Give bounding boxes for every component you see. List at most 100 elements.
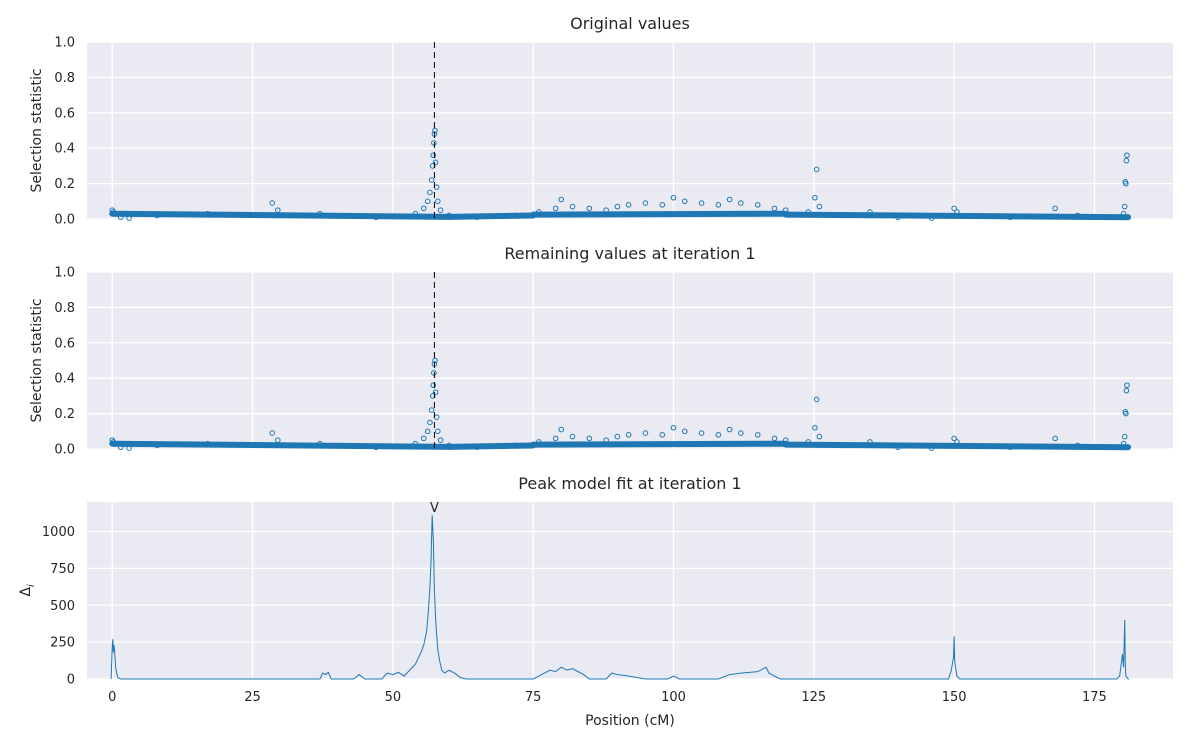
y-tick-labels: 0 250 500 750 1000 xyxy=(42,525,75,688)
data-point xyxy=(715,202,722,208)
y-tick-label: 0.4 xyxy=(54,372,75,387)
data-point xyxy=(432,127,438,134)
data-point xyxy=(432,357,438,364)
y-axis-label: Selection statistic xyxy=(29,298,45,422)
data-point xyxy=(437,437,444,443)
data-point xyxy=(928,445,935,451)
chart-title: Peak model fit at iteration 1 xyxy=(518,474,741,493)
data-point xyxy=(1121,433,1128,440)
data-point xyxy=(816,433,823,440)
data-point xyxy=(154,442,160,449)
y-tick-label: 1.0 xyxy=(54,36,75,51)
data-point xyxy=(569,203,576,210)
x-tick-label: 175 xyxy=(1082,690,1107,705)
data-point xyxy=(427,189,433,196)
data-point xyxy=(698,430,705,436)
y-tick-label: 0 xyxy=(67,673,75,688)
data-point xyxy=(317,440,323,447)
data-point xyxy=(839,442,845,449)
data-point xyxy=(642,430,649,436)
data-point xyxy=(431,370,437,376)
plot-area xyxy=(87,272,1173,449)
data-point xyxy=(726,426,733,433)
data-point xyxy=(1124,382,1130,389)
data-point xyxy=(420,435,427,442)
data-point xyxy=(432,389,439,396)
plot-area xyxy=(87,502,1173,679)
data-point xyxy=(670,424,677,431)
data-point xyxy=(401,443,407,450)
data-point xyxy=(1108,444,1115,451)
chart-title: Original values xyxy=(570,14,690,33)
data-point xyxy=(603,437,609,443)
data-point xyxy=(895,444,901,451)
data-point xyxy=(558,196,565,203)
data-point xyxy=(434,198,441,205)
data-point xyxy=(812,194,818,201)
data-point xyxy=(535,439,542,445)
data-point xyxy=(474,214,480,221)
data-point xyxy=(269,430,276,436)
data-point xyxy=(446,442,452,449)
data-point xyxy=(429,393,436,399)
data-point xyxy=(754,432,761,438)
data-point xyxy=(867,209,873,215)
x-axis-label: Position (cM) xyxy=(585,713,675,729)
data-point xyxy=(816,203,823,210)
data-point xyxy=(204,210,211,217)
data-points xyxy=(109,357,1132,451)
y-tick-label: 0.0 xyxy=(54,213,75,228)
y-axis-label: Selection statistic xyxy=(29,68,45,192)
dense-baseline-points xyxy=(446,212,537,220)
x-tick-label: 75 xyxy=(525,690,542,705)
data-point xyxy=(1120,440,1127,447)
data-point xyxy=(738,200,744,206)
data-point xyxy=(681,428,688,435)
data-point xyxy=(813,166,820,173)
data-point xyxy=(586,205,593,212)
y-axis-label-subscript: i xyxy=(26,584,37,587)
data-point xyxy=(535,209,542,215)
data-point xyxy=(782,437,789,443)
y-tick-label: 0.8 xyxy=(54,301,75,316)
dense-baseline-points xyxy=(109,440,452,450)
data-point xyxy=(431,140,437,146)
dense-baseline-points xyxy=(530,210,789,218)
y-axis-label-main: Δ xyxy=(18,587,34,597)
data-point xyxy=(1052,205,1058,212)
data-point xyxy=(681,198,688,205)
data-point xyxy=(275,437,281,443)
data-point xyxy=(867,439,873,445)
y-tick-label: 0.2 xyxy=(54,407,75,422)
data-point xyxy=(625,202,632,208)
data-point xyxy=(552,205,559,212)
data-point xyxy=(430,382,437,389)
data-point xyxy=(625,432,632,438)
data-point xyxy=(401,213,407,220)
data-point xyxy=(412,210,419,217)
data-point xyxy=(558,426,565,433)
data-point xyxy=(603,207,609,213)
dense-baseline-points xyxy=(109,210,452,220)
data-point xyxy=(698,200,705,206)
dense-baseline-points xyxy=(530,440,789,448)
data-point xyxy=(715,432,722,438)
y-tick-labels: 0.0 0.2 0.4 0.6 0.8 1.0 xyxy=(54,36,75,228)
data-point xyxy=(805,439,811,445)
y-tick-label: 0.8 xyxy=(54,71,75,86)
x-tick-label: 125 xyxy=(801,690,826,705)
data-point xyxy=(659,202,666,208)
fit-line xyxy=(110,515,1130,680)
dense-baseline-points xyxy=(782,441,1132,451)
data-point xyxy=(951,435,957,442)
data-point xyxy=(1123,180,1129,187)
dense-baseline-points xyxy=(782,211,1132,221)
x-tick-label: 100 xyxy=(661,690,686,705)
y-tick-label: 0.4 xyxy=(54,142,75,157)
data-point xyxy=(805,209,811,215)
y-tick-label: 0.2 xyxy=(54,177,75,192)
data-point xyxy=(839,212,845,219)
dense-baseline-points xyxy=(446,442,537,450)
data-point xyxy=(513,442,520,449)
